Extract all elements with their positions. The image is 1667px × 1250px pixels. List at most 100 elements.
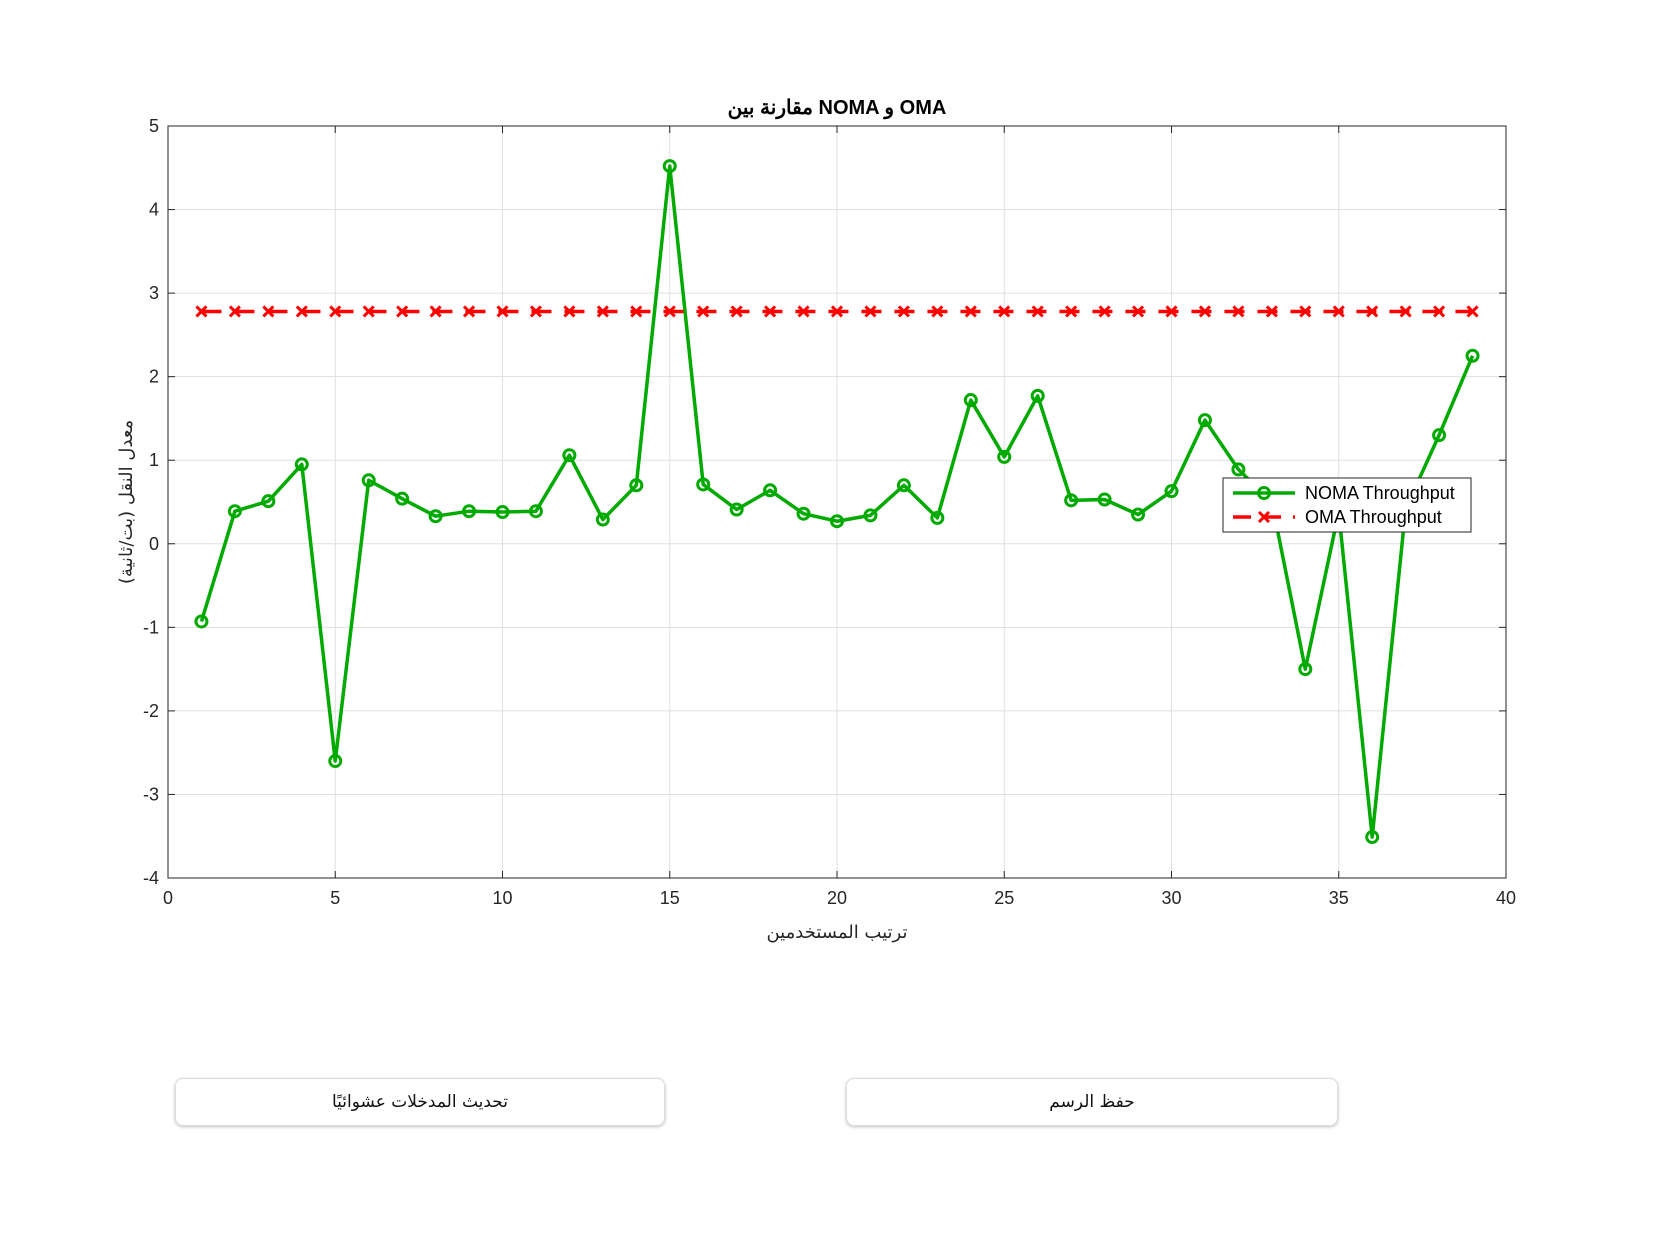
data-point-x (830, 305, 844, 318)
data-point-x (1198, 305, 1212, 318)
data-point-circle (328, 754, 343, 769)
y-tick-label: -3 (143, 784, 159, 804)
data-point-circle (528, 504, 543, 519)
data-point-x (1232, 305, 1245, 318)
data-point-circle (997, 449, 1012, 464)
data-point-circle (1365, 830, 1380, 845)
data-point-x (295, 305, 308, 318)
y-tick-label: 4 (149, 200, 159, 220)
data-point-x (1399, 305, 1412, 318)
data-point-x (998, 305, 1011, 318)
randomize-inputs-button[interactable]: تحديث المدخلات عشوائيًا (175, 1078, 665, 1126)
data-point-circle (896, 478, 911, 493)
data-point-circle (763, 483, 778, 498)
data-point-x (362, 305, 375, 318)
data-point-x (228, 305, 241, 318)
data-point-circle (395, 491, 410, 506)
x-tick-label: 15 (660, 888, 680, 908)
y-axis-label: معدل النقل (بت/ثانية) (116, 420, 137, 584)
data-point-circle (1197, 413, 1212, 428)
data-point-circle (462, 504, 477, 519)
data-point-circle (1298, 662, 1313, 677)
data-point-x (1031, 305, 1044, 318)
data-point-x (429, 305, 442, 318)
data-point-circle (1231, 462, 1246, 477)
axis-ticks: 0 5 10 15 20 25 30 35 40 -4 -3 -2 -1 0 1 2 3 4 5 (143, 116, 1516, 908)
data-point-circle (294, 457, 309, 472)
data-point-circle (227, 504, 242, 519)
data-point-circle (261, 494, 276, 509)
data-point-circle (1164, 484, 1179, 499)
legend-entry: NOMA Throughput (1233, 483, 1455, 503)
data-point-circle (1097, 492, 1112, 507)
legend: NOMA Throughput OMA Throughput (1222, 477, 1472, 533)
data-point-x (1466, 305, 1479, 318)
data-point-x (1299, 305, 1312, 318)
data-point-x (897, 305, 910, 318)
data-point-x (262, 305, 275, 318)
data-point-circle (562, 448, 577, 463)
x-tick-label: 5 (330, 888, 340, 908)
data-point-circle (796, 506, 811, 521)
data-point-x (797, 305, 810, 318)
data-point-circle (963, 393, 978, 408)
data-point-x (697, 305, 710, 318)
data-point-x (496, 305, 509, 318)
data-point-x (462, 305, 476, 318)
data-point-x (663, 305, 676, 318)
y-tick-label: -1 (143, 617, 159, 637)
data-point-x (329, 305, 342, 318)
data-point-circle (1064, 493, 1079, 508)
legend-items: NOMA Throughput OMA Throughput (1233, 483, 1455, 527)
x-tick-label: 40 (1496, 888, 1516, 908)
x-tick-label: 0 (163, 888, 173, 908)
data-point-circle (729, 502, 744, 517)
y-tick-label: -4 (143, 868, 159, 888)
data-point-x (1165, 305, 1178, 318)
data-point-circle (930, 510, 945, 525)
data-point-circle (194, 614, 209, 629)
data-point-x (1098, 305, 1111, 318)
data-point-x (1265, 305, 1278, 318)
y-tick-label: -2 (143, 701, 159, 721)
data-point-x (864, 305, 877, 318)
y-tick-label: 5 (149, 116, 159, 136)
data-point-x (529, 305, 543, 318)
data-point-x (1065, 305, 1078, 318)
data-point-x (1433, 305, 1446, 318)
data-point-circle (863, 508, 878, 523)
y-tick-label: 3 (149, 283, 159, 303)
legend-label: OMA Throughput (1305, 507, 1442, 527)
y-tick-label: 2 (149, 367, 159, 387)
chart-title: مقارنة بين NOMA و OMA (728, 97, 947, 120)
data-point-circle (1465, 348, 1480, 363)
data-point-circle (1257, 486, 1271, 500)
data-point-x (596, 305, 609, 318)
legend-label: NOMA Throughput (1305, 483, 1455, 503)
x-tick-label: 10 (492, 888, 512, 908)
data-point-x (195, 305, 208, 318)
legend-box (1222, 477, 1472, 533)
save-plot-button[interactable]: حفظ الرسم (846, 1078, 1338, 1126)
data-point-x (1366, 305, 1379, 318)
data-point-circle (495, 505, 510, 520)
data-point-x (1332, 305, 1345, 318)
data-point-circle (1432, 428, 1447, 443)
data-point-circle (662, 159, 677, 174)
data-point-circle (361, 473, 376, 488)
grid-lines (167, 125, 1507, 879)
data-point-circle (428, 509, 443, 524)
data-point-x (964, 305, 977, 318)
data-point-circle (629, 478, 644, 493)
data-point-x (1131, 305, 1145, 318)
data-point-x (563, 305, 576, 318)
y-tick-label: 1 (149, 450, 159, 470)
y-tick-label: 0 (149, 534, 159, 554)
data-point-x (764, 305, 777, 318)
data-point-circle (595, 512, 610, 527)
x-tick-label: 25 (994, 888, 1014, 908)
data-point-x (396, 305, 409, 318)
data-point-circle (1030, 388, 1045, 403)
data-point-x (931, 305, 944, 318)
